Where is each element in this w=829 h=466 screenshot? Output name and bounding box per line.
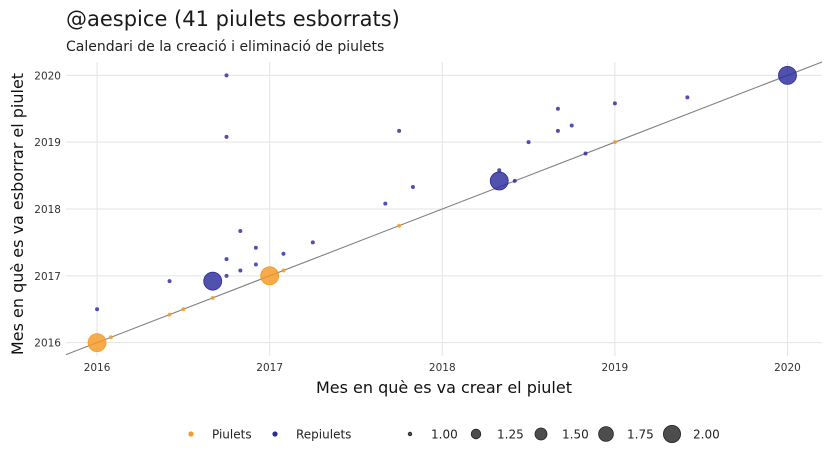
repiulet-point [253,262,258,267]
y-tick-label: 2017 [34,271,61,283]
piulet-point [87,333,107,353]
legend-size-label: 2.00 [693,428,720,442]
chart-title: @aespice (41 piulets esborrats) [66,7,400,31]
y-tick-label: 2019 [34,137,61,149]
x-axis-title: Mes en què es va crear el piulet [316,378,572,397]
legend-size-key [470,428,482,440]
repiulet-point [555,106,560,111]
x-tick-label: 2020 [774,362,801,374]
y-tick-labels: 2016 2017 2018 2019 2020 [34,70,61,349]
repiulet-point [583,151,588,156]
repiulet-point [612,101,617,106]
repiulet-point [95,307,100,312]
legend-color-key [272,431,278,437]
piulet-point [167,312,172,317]
repiulet-point [224,73,229,78]
y-axis-title: Mes en què es va esborrar el piulet [8,73,27,355]
legend-size-key [598,426,614,442]
reference-line [65,61,823,356]
repiulet-point [497,168,502,173]
legend-size-label: 1.75 [627,428,654,442]
legend-label: Piulets [212,428,252,442]
repiulet-point [778,65,797,85]
repiulet-point [224,134,229,139]
legend: Piulets Repiulets 1.00 1.25 1.50 1.75 2.00 [188,424,720,443]
piulet-point [181,307,186,312]
repiulet-point [238,268,243,273]
piulet-point [210,295,215,300]
x-tick-label: 2018 [429,362,456,374]
repiulet-point [224,257,229,262]
y-tick-label: 2020 [34,70,61,82]
repiulet-point [526,140,531,145]
repiulet-point [224,273,229,278]
repiulet-point [397,128,402,133]
data-points [87,65,797,353]
piulet-point [281,268,286,273]
legend-size-label: 1.25 [497,428,524,442]
repiulet-point [555,128,560,133]
repiulet-point [383,201,388,206]
x-tick-label: 2019 [602,362,629,374]
repiulet-point [512,178,517,183]
x-tick-label: 2016 [84,362,111,374]
legend-label: Repiulets [296,428,351,442]
legend-size-key [534,427,548,441]
grid-lines [66,62,822,356]
legend-size-key [407,431,413,437]
piulet-point [612,140,617,145]
piulet-point [108,335,113,340]
repiulet-point [167,279,172,284]
repiulet-point [410,184,415,189]
repiulet-point [238,229,243,234]
legend-size-label: 1.50 [562,428,589,442]
repiulet-point [310,240,315,245]
y-tick-label: 2016 [34,338,61,350]
y-tick-label: 2018 [34,204,61,216]
repiulet-point [253,245,258,250]
legend-color-key [188,431,194,437]
x-tick-label: 2017 [256,362,283,374]
legend-size-key [663,424,682,443]
x-tick-labels: 2016 2017 2018 2019 2020 [84,362,801,374]
piulet-point [397,223,402,228]
repiulet-point [203,271,223,291]
repiulet-point [281,251,286,256]
repiulet-point [489,171,509,191]
repiulet-point [685,95,690,100]
piulet-point [260,266,280,286]
chart-subtitle: Calendari de la creació i eliminació de … [66,39,385,55]
repiulet-point [569,123,574,128]
legend-size-label: 1.00 [431,428,458,442]
